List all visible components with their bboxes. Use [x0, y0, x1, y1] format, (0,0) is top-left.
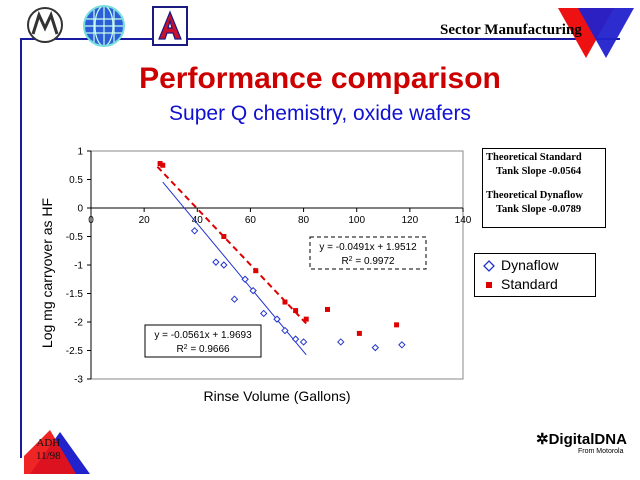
page-title: Performance comparison	[139, 62, 501, 95]
data-point-dynaflow	[220, 261, 228, 269]
author-date: 11/98	[36, 450, 61, 462]
data-point-dynaflow	[337, 338, 345, 346]
data-point-standard	[253, 268, 259, 274]
dna-sparkle-icon: ✲	[536, 431, 549, 448]
x-tick-label: 40	[192, 215, 204, 226]
theory-standard-slope: Tank Slope -0.0564	[496, 166, 582, 177]
data-point-standard	[356, 330, 362, 336]
theory-dynaflow-slope: Tank Slope -0.0789	[496, 204, 582, 215]
theory-dynaflow-label: Theoretical Dynaflow	[486, 190, 583, 201]
legend-label-standard: Standard	[501, 276, 558, 292]
data-point-standard	[157, 161, 163, 167]
brand-name: DigitalDNA	[548, 431, 627, 448]
data-point-dynaflow	[299, 338, 308, 346]
trendline-r2-standard: R2 = 0.9972	[341, 256, 395, 268]
globe-logo-icon	[83, 5, 125, 47]
y-tick-label: -0.5	[66, 232, 84, 243]
data-point-dynaflow	[281, 326, 289, 335]
trendline-equation-standard: y = -0.0491x + 1.9512	[319, 242, 417, 253]
data-point-standard	[303, 316, 309, 322]
trendline-equation-dynaflow: y = -0.0561x + 1.9693	[154, 330, 252, 341]
equation-box-standard	[309, 236, 427, 270]
data-point-dynaflow	[398, 341, 406, 349]
x-tick-label: 0	[88, 215, 94, 226]
data-point-standard	[282, 299, 288, 305]
x-tick-label: 80	[298, 215, 310, 226]
y-tick-label: -1.5	[66, 289, 84, 300]
legend-square-icon	[486, 282, 492, 289]
author-initials: ADH	[36, 437, 61, 449]
chart-legend: Dynaflow Standard	[474, 253, 596, 297]
y-tick-label: -1	[74, 261, 83, 272]
theory-standard-label: Theoretical Standard	[486, 152, 582, 163]
theoretical-slopes-box: Theoretical Standard Tank Slope -0.0564 …	[482, 148, 606, 228]
digital-dna-brand: ✲DigitalDNA	[536, 430, 627, 448]
equation-box-dynaflow	[144, 324, 262, 358]
x-axis-label: Rinse Volume (Gallons)	[203, 388, 350, 404]
y-tick-label: -3	[74, 375, 83, 386]
data-point-dynaflow	[230, 295, 239, 303]
data-point-dynaflow	[241, 275, 249, 283]
brand-subtitle: From Motorola	[578, 448, 624, 455]
data-point-dynaflow	[291, 335, 300, 343]
data-point-dynaflow	[273, 315, 281, 323]
data-point-standard	[160, 162, 166, 168]
y-tick-label: 0.5	[69, 175, 83, 186]
frame-top-border	[20, 38, 620, 40]
motorola-logo-icon	[27, 7, 63, 43]
x-tick-label: 20	[139, 215, 151, 226]
data-point-dynaflow	[249, 286, 257, 295]
trendline-r2-dynaflow: R2 = 0.9666	[176, 344, 230, 356]
data-point-dynaflow	[260, 309, 268, 318]
y-tick-label: -2.5	[66, 346, 84, 357]
page-subtitle: Super Q chemistry, oxide wafers	[169, 102, 471, 125]
data-point-standard	[394, 322, 400, 328]
legend-item-dynaflow: Dynaflow	[483, 256, 559, 274]
legend-item-standard: Standard	[483, 275, 558, 293]
x-tick-label: 140	[455, 215, 472, 226]
data-point-standard	[293, 308, 299, 314]
x-tick-label: 120	[402, 215, 419, 226]
author-badge-text: ADH 11/98	[36, 437, 61, 463]
header-triangles-icon	[558, 8, 634, 58]
data-point-dynaflow	[212, 258, 220, 266]
legend-label-dynaflow: Dynaflow	[501, 257, 559, 273]
data-point-dynaflow	[190, 227, 199, 235]
y-tick-label: 1	[77, 147, 83, 158]
trendline-dynaflow	[162, 181, 307, 356]
data-point-standard	[324, 306, 330, 312]
y-tick-label: 0	[77, 204, 83, 215]
y-tick-label: -2	[74, 318, 83, 329]
section-title: Sector Manufacturing	[440, 22, 582, 38]
legend-diamond-icon	[483, 260, 495, 273]
x-tick-label: 60	[245, 215, 257, 226]
data-point-standard	[221, 234, 227, 239]
y-axis-label: Log mg carryover as HF	[39, 198, 55, 348]
data-point-dynaflow	[371, 343, 380, 352]
arizona-a-logo-icon	[152, 6, 188, 46]
frame-left-border	[20, 38, 22, 458]
x-tick-label: 100	[348, 215, 365, 226]
author-badge-icon	[24, 430, 90, 474]
